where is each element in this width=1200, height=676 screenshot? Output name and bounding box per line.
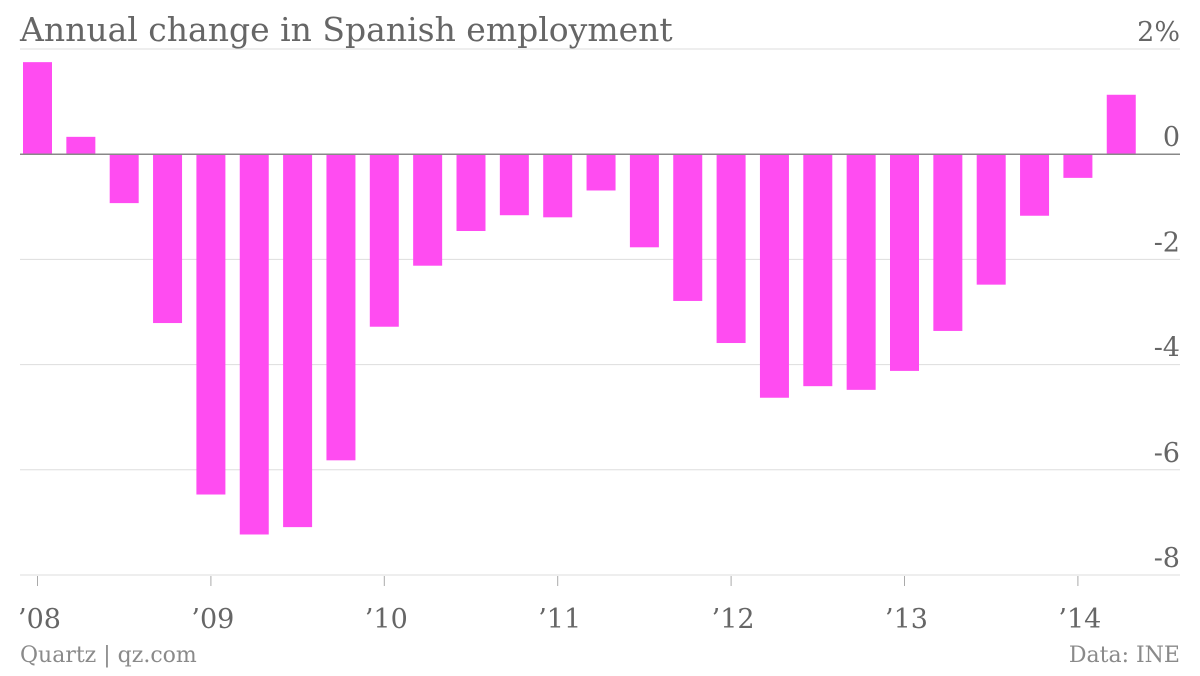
- bar: [976, 154, 1006, 285]
- x-axis-ticks: ’08 ’09 ’10 ’11 ’12 ’13 ’14: [18, 576, 1101, 635]
- bar: [1106, 94, 1136, 155]
- gridlines: [20, 48, 1180, 576]
- chart-title: Annual change in Spanish employment: [20, 10, 673, 49]
- y-axis-ticks: 2% 0 -2 -4 -6 -8: [1137, 17, 1180, 574]
- y-tick-label: -4: [1154, 333, 1180, 364]
- bar: [413, 154, 443, 266]
- x-tick-label: ’14: [1058, 604, 1101, 635]
- bar: [890, 154, 919, 371]
- bar: [283, 154, 313, 528]
- bar: [23, 62, 52, 155]
- x-tick-label: ’08: [18, 604, 61, 635]
- bar: [1063, 154, 1093, 178]
- bar: [66, 136, 96, 155]
- y-tick-label: -2: [1154, 227, 1180, 258]
- bar: [933, 154, 963, 331]
- y-tick-label: 0: [1163, 122, 1180, 153]
- bar: [716, 154, 746, 344]
- x-tick-label: ’12: [712, 604, 755, 635]
- bar: [196, 154, 226, 495]
- source-text: Data: INE: [1068, 643, 1180, 668]
- credit-text: Quartz | qz.com: [20, 643, 197, 668]
- bar: [1020, 154, 1050, 216]
- bar: [543, 154, 573, 218]
- y-tick-label: -6: [1154, 438, 1180, 469]
- bar: [109, 154, 139, 204]
- x-tick-label: ’11: [538, 604, 581, 635]
- bar: [673, 154, 703, 301]
- x-tick-label: ’10: [365, 604, 408, 635]
- bar: [846, 154, 876, 390]
- y-tick-label: 2%: [1137, 17, 1180, 48]
- bar: [369, 154, 399, 327]
- bar: [586, 154, 616, 191]
- bar: [239, 154, 269, 535]
- bar: [759, 154, 789, 398]
- x-tick-label: ’09: [191, 604, 234, 635]
- x-tick-label: ’13: [885, 604, 928, 635]
- bar: [153, 154, 183, 324]
- bars: [23, 62, 1136, 535]
- bar: [629, 154, 659, 248]
- bar: [456, 154, 486, 231]
- bar: [499, 154, 529, 216]
- bar: [326, 154, 356, 461]
- y-tick-label: -8: [1154, 543, 1180, 574]
- bar: [803, 154, 833, 387]
